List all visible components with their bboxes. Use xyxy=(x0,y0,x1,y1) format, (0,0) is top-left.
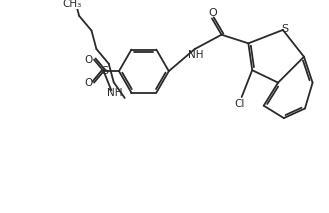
Text: O: O xyxy=(84,78,92,88)
Text: CH₃: CH₃ xyxy=(63,0,82,9)
Text: NH: NH xyxy=(188,50,203,60)
Text: NH: NH xyxy=(107,88,123,98)
Text: S: S xyxy=(101,66,108,76)
Text: O: O xyxy=(84,55,92,65)
Text: Cl: Cl xyxy=(235,99,245,109)
Text: O: O xyxy=(209,8,217,18)
Text: S: S xyxy=(281,24,288,34)
